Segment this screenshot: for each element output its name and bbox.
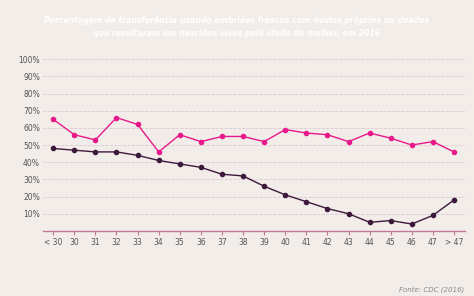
Line: Óvulos doados: Óvulos doados: [51, 115, 456, 154]
Óvulos doados: [325, 133, 330, 136]
Óvulos próprios: [325, 207, 330, 210]
Óvulos próprios: [346, 212, 351, 215]
Óvulos doados: [92, 138, 98, 142]
Óvulos próprios: [219, 173, 225, 176]
Óvulos doados: [177, 133, 182, 136]
Óvulos próprios: [430, 214, 436, 217]
Óvulos próprios: [50, 147, 56, 150]
Óvulos próprios: [114, 150, 119, 154]
Óvulos próprios: [367, 221, 373, 224]
Text: Fonte: CDC (2016): Fonte: CDC (2016): [399, 287, 465, 293]
Óvulos próprios: [283, 193, 288, 197]
Óvulos doados: [430, 140, 436, 143]
Óvulos doados: [114, 116, 119, 119]
Óvulos doados: [451, 150, 457, 154]
Line: Óvulos próprios: Óvulos próprios: [51, 147, 456, 226]
Óvulos doados: [198, 140, 204, 143]
Óvulos doados: [135, 123, 140, 126]
Óvulos doados: [409, 143, 415, 147]
Óvulos próprios: [388, 219, 393, 222]
Óvulos próprios: [240, 174, 246, 178]
Óvulos próprios: [409, 222, 415, 226]
Óvulos doados: [156, 150, 162, 154]
Óvulos doados: [346, 140, 351, 143]
Óvulos doados: [50, 118, 56, 121]
Óvulos próprios: [135, 154, 140, 157]
Óvulos doados: [388, 136, 393, 140]
Óvulos doados: [367, 131, 373, 135]
Óvulos doados: [283, 128, 288, 131]
Óvulos doados: [240, 135, 246, 138]
Óvulos próprios: [451, 198, 457, 202]
Óvulos próprios: [92, 150, 98, 154]
Óvulos doados: [303, 131, 309, 135]
Óvulos próprios: [198, 165, 204, 169]
Óvulos próprios: [177, 162, 182, 166]
Óvulos doados: [219, 135, 225, 138]
Óvulos doados: [72, 133, 77, 136]
Óvulos próprios: [303, 200, 309, 203]
Text: Porcentagem de transferência usando embriões frescos com óvulos próprios ou doad: Porcentagem de transferência usando embr…: [45, 16, 429, 38]
Óvulos próprios: [261, 184, 267, 188]
Óvulos próprios: [72, 148, 77, 152]
Óvulos doados: [261, 140, 267, 143]
Óvulos próprios: [156, 159, 162, 162]
